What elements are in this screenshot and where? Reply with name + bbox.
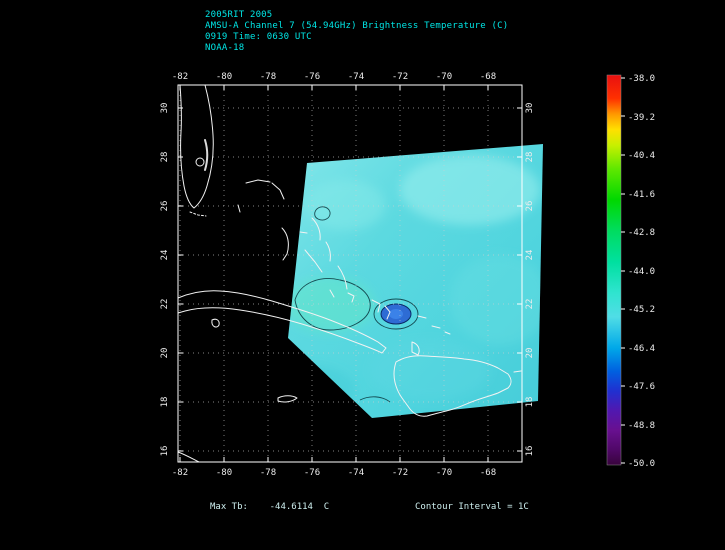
- lon-tick-label: -82: [172, 72, 188, 82]
- lat-tick-label: 28: [525, 152, 535, 163]
- satellite-title: NOAA-18: [205, 43, 244, 53]
- frame-ticks: [178, 85, 522, 462]
- cuba-coast: [177, 290, 387, 354]
- lake-okeechobee: [195, 157, 205, 167]
- lon-tick-label: -68: [480, 72, 496, 82]
- lon-tick-label: -68: [480, 468, 496, 478]
- colorbar-tick-label: -47.6: [628, 382, 655, 392]
- date-time-title: 0919 Time: 0630 UTC: [205, 32, 312, 42]
- lon-tick-label: -74: [348, 72, 364, 82]
- lat-tick-label: 18: [160, 397, 170, 408]
- colorbar-tick-label: -41.6: [628, 190, 655, 200]
- colorbar-ticks: [621, 77, 625, 464]
- title-block: 2005RIT 2005 AMSU-A Channel 7 (54.94GHz)…: [205, 10, 508, 53]
- lon-tick-label: -72: [392, 72, 408, 82]
- channel-title: AMSU-A Channel 7 (54.94GHz) Brightness T…: [205, 21, 508, 31]
- storm-id-title: 2005RIT 2005: [205, 10, 272, 20]
- lon-tick-label: -70: [436, 468, 452, 478]
- lat-tick-label: 20: [160, 348, 170, 359]
- isle-of-youth: [211, 318, 220, 328]
- florida-coast: [179, 84, 214, 209]
- lon-tick-label: -76: [304, 468, 320, 478]
- lat-axis-left: 30 28 26 24 22 20 18 16: [160, 103, 170, 457]
- map-frame: [177, 84, 523, 463]
- lon-tick-label: -80: [216, 468, 232, 478]
- puerto-rico-coast: [513, 370, 522, 373]
- lon-tick-label: -78: [260, 468, 276, 478]
- lat-tick-label: 16: [160, 446, 170, 457]
- lat-tick-label: 20: [525, 348, 535, 359]
- lat-axis-right: 30 28 26 24 22 20 18 16: [525, 103, 535, 457]
- lon-axis-top: -82 -80 -78 -76 -74 -72 -70 -68: [172, 72, 496, 82]
- lat-tick-label: 22: [525, 299, 535, 310]
- colorbar-tick-label: -50.0: [628, 459, 655, 469]
- lat-tick-label: 26: [160, 201, 170, 212]
- lat-tick-label: 22: [160, 299, 170, 310]
- lat-tick-label: 24: [160, 250, 170, 261]
- coastlines: [177, 84, 522, 463]
- lon-tick-label: -72: [392, 468, 408, 478]
- colorbar-tick-label: -38.0: [628, 74, 655, 84]
- jamaica-coast: [277, 395, 298, 403]
- lat-tick-label: 16: [525, 446, 535, 457]
- contour-lines: [294, 206, 419, 403]
- florida-keys: [189, 211, 207, 217]
- lat-tick-label: 26: [525, 201, 535, 212]
- lon-tick-label: -82: [172, 468, 188, 478]
- colorbar: -38.0 -39.2 -40.4 -41.6 -42.8 -44.0 -45.…: [606, 74, 655, 469]
- colorbar-tick-label: -48.8: [628, 421, 655, 431]
- lat-tick-label: 18: [525, 397, 535, 408]
- colorbar-tick-label: -39.2: [628, 113, 655, 123]
- lat-tick-label: 30: [160, 103, 170, 114]
- colorbar-gradient: [606, 74, 622, 466]
- footer-annotations: Max Tb: -44.6114 C Contour Interval = 1C: [210, 502, 529, 512]
- data-swath: [288, 144, 543, 418]
- lat-tick-label: 24: [525, 250, 535, 261]
- lat-tick-label: 30: [525, 103, 535, 114]
- contour-interval-readout: Contour Interval = 1C: [415, 502, 529, 512]
- lon-tick-label: -70: [436, 72, 452, 82]
- colorbar-tick-label: -45.2: [628, 305, 655, 315]
- lon-tick-label: -80: [216, 72, 232, 82]
- colorbar-tick-label: -40.4: [628, 151, 655, 161]
- lat-tick-label: 28: [160, 152, 170, 163]
- hispaniola-coast: [393, 355, 512, 417]
- lon-tick-label: -78: [260, 72, 276, 82]
- lon-tick-label: -74: [348, 468, 364, 478]
- bahamas-coast: [237, 179, 451, 356]
- central-america-coast: [177, 451, 200, 463]
- lon-axis-bottom: -82 -80 -78 -76 -74 -72 -70 -68: [172, 468, 496, 478]
- cold-spot-core: [389, 309, 403, 319]
- colorbar-tick-label: -42.8: [628, 228, 655, 238]
- colorbar-tick-label: -46.4: [628, 344, 655, 354]
- lon-tick-label: -76: [304, 72, 320, 82]
- max-tb-readout: Max Tb: -44.6114 C: [210, 502, 329, 512]
- colorbar-tick-label: -44.0: [628, 267, 655, 277]
